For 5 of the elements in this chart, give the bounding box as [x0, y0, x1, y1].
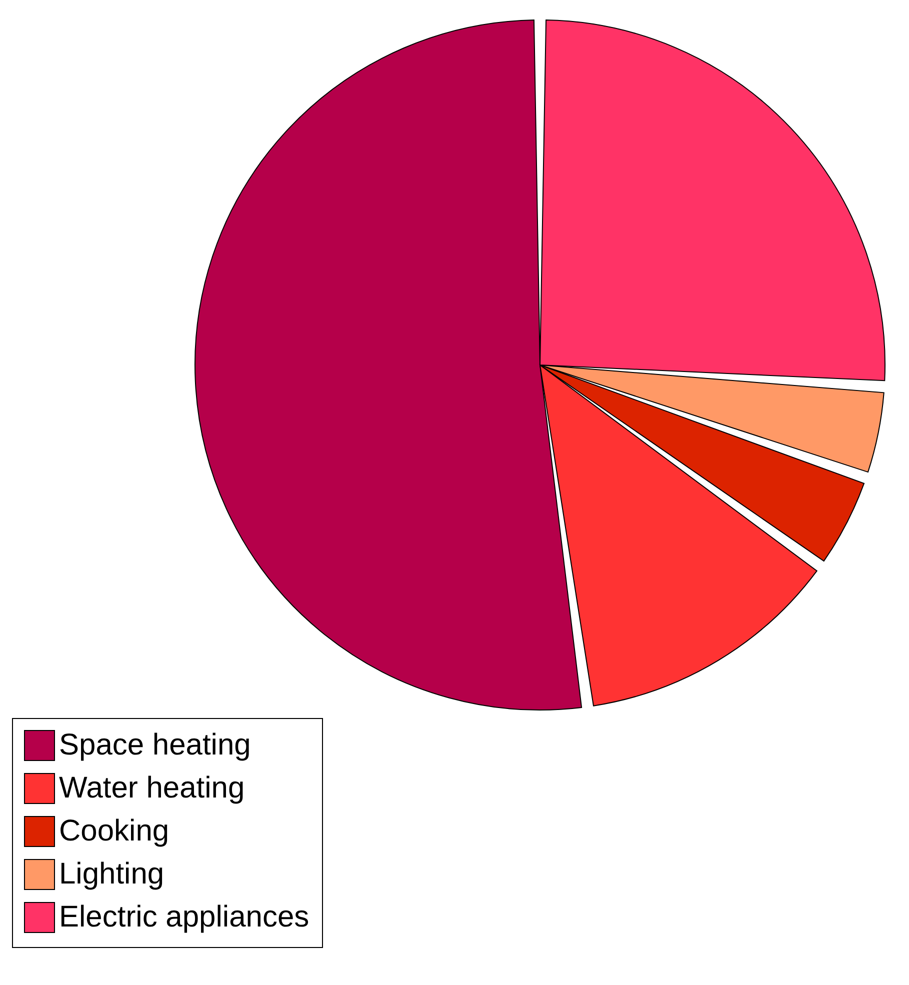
- legend-label: Cooking: [59, 814, 170, 848]
- legend-label: Space heating: [59, 728, 251, 762]
- legend-label: Lighting: [59, 858, 164, 890]
- legend-label: Electric appliances: [59, 900, 310, 934]
- legend-label: Water heating: [59, 772, 245, 804]
